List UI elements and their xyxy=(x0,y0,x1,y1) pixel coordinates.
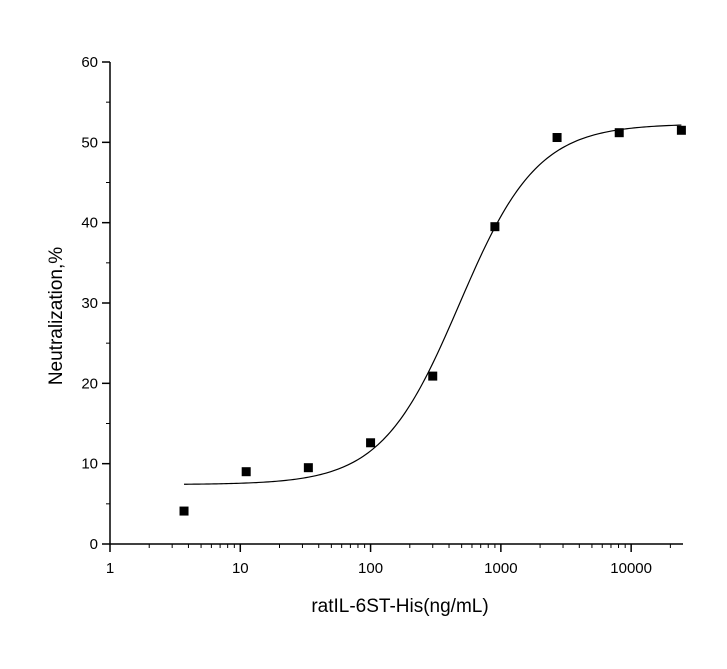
x-tick-label: 10000 xyxy=(610,560,652,577)
data-point xyxy=(241,467,251,477)
data-point xyxy=(428,371,438,381)
data-points-layer xyxy=(179,125,686,516)
data-point xyxy=(676,125,686,135)
y-tick-label: 40 xyxy=(81,215,98,232)
data-point xyxy=(614,128,624,138)
data-point xyxy=(366,438,376,448)
data-point xyxy=(179,506,189,516)
fit-curve xyxy=(184,124,682,485)
y-axis-ticks: 0 10 20 30 40 50 60 xyxy=(81,54,110,553)
data-point xyxy=(552,133,562,143)
y-axis-title: Neutralization,% xyxy=(46,247,67,385)
y-tick-label: 0 xyxy=(90,536,98,553)
y-tick-label: 30 xyxy=(81,295,98,312)
data-point xyxy=(490,222,500,232)
x-tick-label: 1000 xyxy=(484,560,517,577)
x-tick-label: 10 xyxy=(232,560,249,577)
y-tick-label: 20 xyxy=(81,375,98,392)
data-point xyxy=(303,463,313,473)
y-tick-label: 10 xyxy=(81,456,98,473)
x-tick-label: 100 xyxy=(358,560,383,577)
y-tick-label: 50 xyxy=(81,134,98,151)
x-tick-label: 1 xyxy=(106,560,114,577)
fit-curve-layer xyxy=(184,124,682,485)
x-axis-title: ratIL-6ST-His(ng/mL) xyxy=(311,596,488,617)
y-tick-label: 60 xyxy=(81,54,98,71)
x-axis-ticks: 1 10 100 1000 10000 xyxy=(106,544,671,577)
